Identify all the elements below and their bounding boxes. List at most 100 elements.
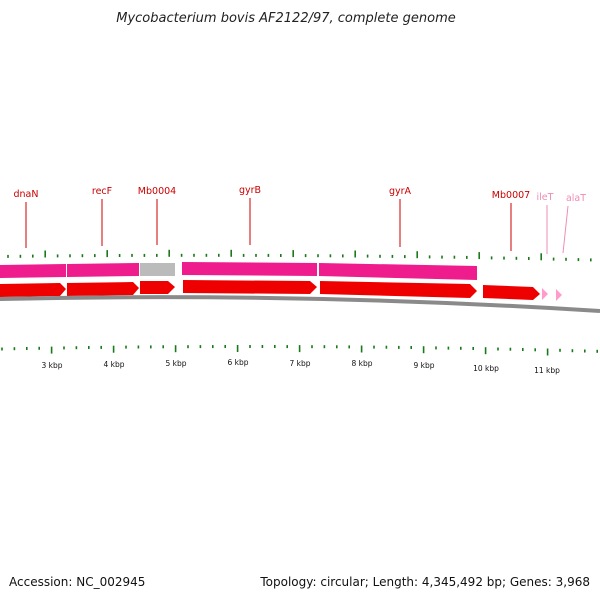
lower-tick [460, 346, 462, 350]
scale-label: 7 kbp [289, 359, 310, 368]
lower-tick [410, 346, 412, 349]
upper-tick [317, 254, 319, 258]
upper-tick [404, 255, 406, 259]
upper-tick [156, 253, 158, 257]
upper-tick [391, 254, 394, 258]
upper-tick [230, 249, 232, 257]
lower-tick [447, 346, 450, 350]
upper-tick [379, 254, 381, 258]
trna-arrow-alaT[interactable] [556, 289, 562, 301]
lower-tick [484, 347, 487, 355]
lower-tick [298, 345, 301, 353]
upper-tick [94, 254, 96, 258]
lower-tick [261, 345, 264, 348]
gene-bar-track [0, 262, 477, 280]
gene-bar-gray[interactable] [140, 263, 175, 276]
lower-tick [348, 345, 350, 349]
upper-tick [168, 249, 170, 257]
lower-tick [125, 345, 127, 349]
gene-label-gyrA[interactable]: gyrA [389, 186, 412, 197]
upper-tick [267, 253, 270, 257]
upper-tick [180, 253, 183, 257]
lower-tick [373, 345, 375, 349]
lower-tick [336, 345, 338, 349]
gene-bar[interactable] [0, 264, 66, 278]
upper-tick [7, 254, 9, 258]
lower-tick [286, 345, 288, 349]
lower-tick [311, 345, 313, 349]
gene-label-dnaN[interactable]: dnaN [14, 189, 39, 200]
lower-tick [137, 345, 140, 349]
upper-tick [304, 254, 307, 258]
trna-arrow-ileT[interactable] [542, 288, 548, 300]
lower-tick [274, 345, 276, 348]
upper-tick [143, 253, 146, 257]
gene-label-gyrB[interactable]: gyrB [239, 185, 261, 196]
gene-label-alaT[interactable]: alaT [566, 193, 586, 204]
upper-tick [453, 255, 456, 259]
lower-tick [26, 347, 28, 350]
upper-tick [528, 257, 530, 260]
gene-label-Mb0004[interactable]: Mb0004 [138, 186, 176, 197]
lower-tick [559, 348, 561, 352]
cds-arrow-gyrB[interactable] [183, 280, 317, 294]
upper-tick [44, 250, 46, 258]
cds-arrow-dnaN[interactable] [0, 283, 66, 297]
upper-tick [466, 255, 468, 259]
gene-label-Mb0007[interactable]: Mb0007 [492, 190, 530, 201]
gene-label-recF[interactable]: recF [92, 186, 112, 197]
lower-tick [236, 345, 239, 352]
scale-label: 9 kbp [413, 361, 434, 370]
lower-tick [224, 345, 226, 348]
lower-tick [100, 345, 102, 349]
scale-label: 4 kbp [103, 360, 124, 369]
lower-tick [199, 345, 202, 349]
upper-tick [56, 254, 59, 258]
upper-tick [577, 258, 580, 262]
accession-text: Accession: NC_002945 [9, 575, 145, 589]
scale-label: 10 kbp [473, 364, 499, 373]
upper-tick [540, 253, 542, 261]
upper-tick [218, 253, 220, 257]
upper-tick [552, 257, 555, 261]
cds-arrow-Mb0007[interactable] [483, 285, 540, 300]
lower-tick [360, 345, 363, 353]
lower-tick [50, 346, 53, 354]
cds-arrow-track [0, 280, 562, 301]
lower-tick [584, 349, 586, 353]
lower-tick [509, 347, 512, 351]
cds-arrow-recF[interactable] [67, 282, 139, 296]
lower-tick [546, 348, 549, 356]
cds-arrow-gyrA[interactable] [320, 281, 477, 298]
lower-tick [212, 345, 214, 349]
upper-tick [478, 252, 480, 260]
cds-arrow-Mb0004[interactable] [140, 281, 175, 294]
gene-bar[interactable] [67, 263, 139, 277]
upper-tick [490, 256, 493, 260]
lower-tick [38, 346, 40, 350]
lower-tick [422, 346, 425, 354]
upper-tick [131, 253, 133, 257]
upper-tick [118, 254, 121, 257]
lower-tick [63, 346, 65, 350]
gene-bar[interactable] [182, 262, 317, 276]
lower-tick [249, 345, 251, 348]
gene-bar[interactable] [319, 263, 477, 280]
genome-title: Mycobacterium bovis AF2122/97, complete … [116, 11, 455, 26]
lower-tick [112, 345, 115, 353]
lower-tick [534, 348, 536, 352]
lower-tick [472, 347, 474, 350]
scale-label: 5 kbp [165, 359, 186, 368]
upper-tick [205, 253, 208, 257]
upper-tick [503, 256, 505, 260]
lower-tick [323, 345, 326, 349]
upper-tick [193, 253, 195, 257]
upper-tick [565, 257, 567, 261]
upper-tick [32, 254, 34, 258]
upper-tick [69, 254, 71, 258]
gene-label-ileT[interactable]: ileT [537, 192, 554, 203]
scale-labels: 3 kbp 4 kbp 5 kbp 6 kbp 7 kbp 8 kbp 9 kbp 10 kb… [41, 358, 560, 375]
lower-tick [435, 346, 437, 350]
upper-tick [590, 258, 592, 262]
